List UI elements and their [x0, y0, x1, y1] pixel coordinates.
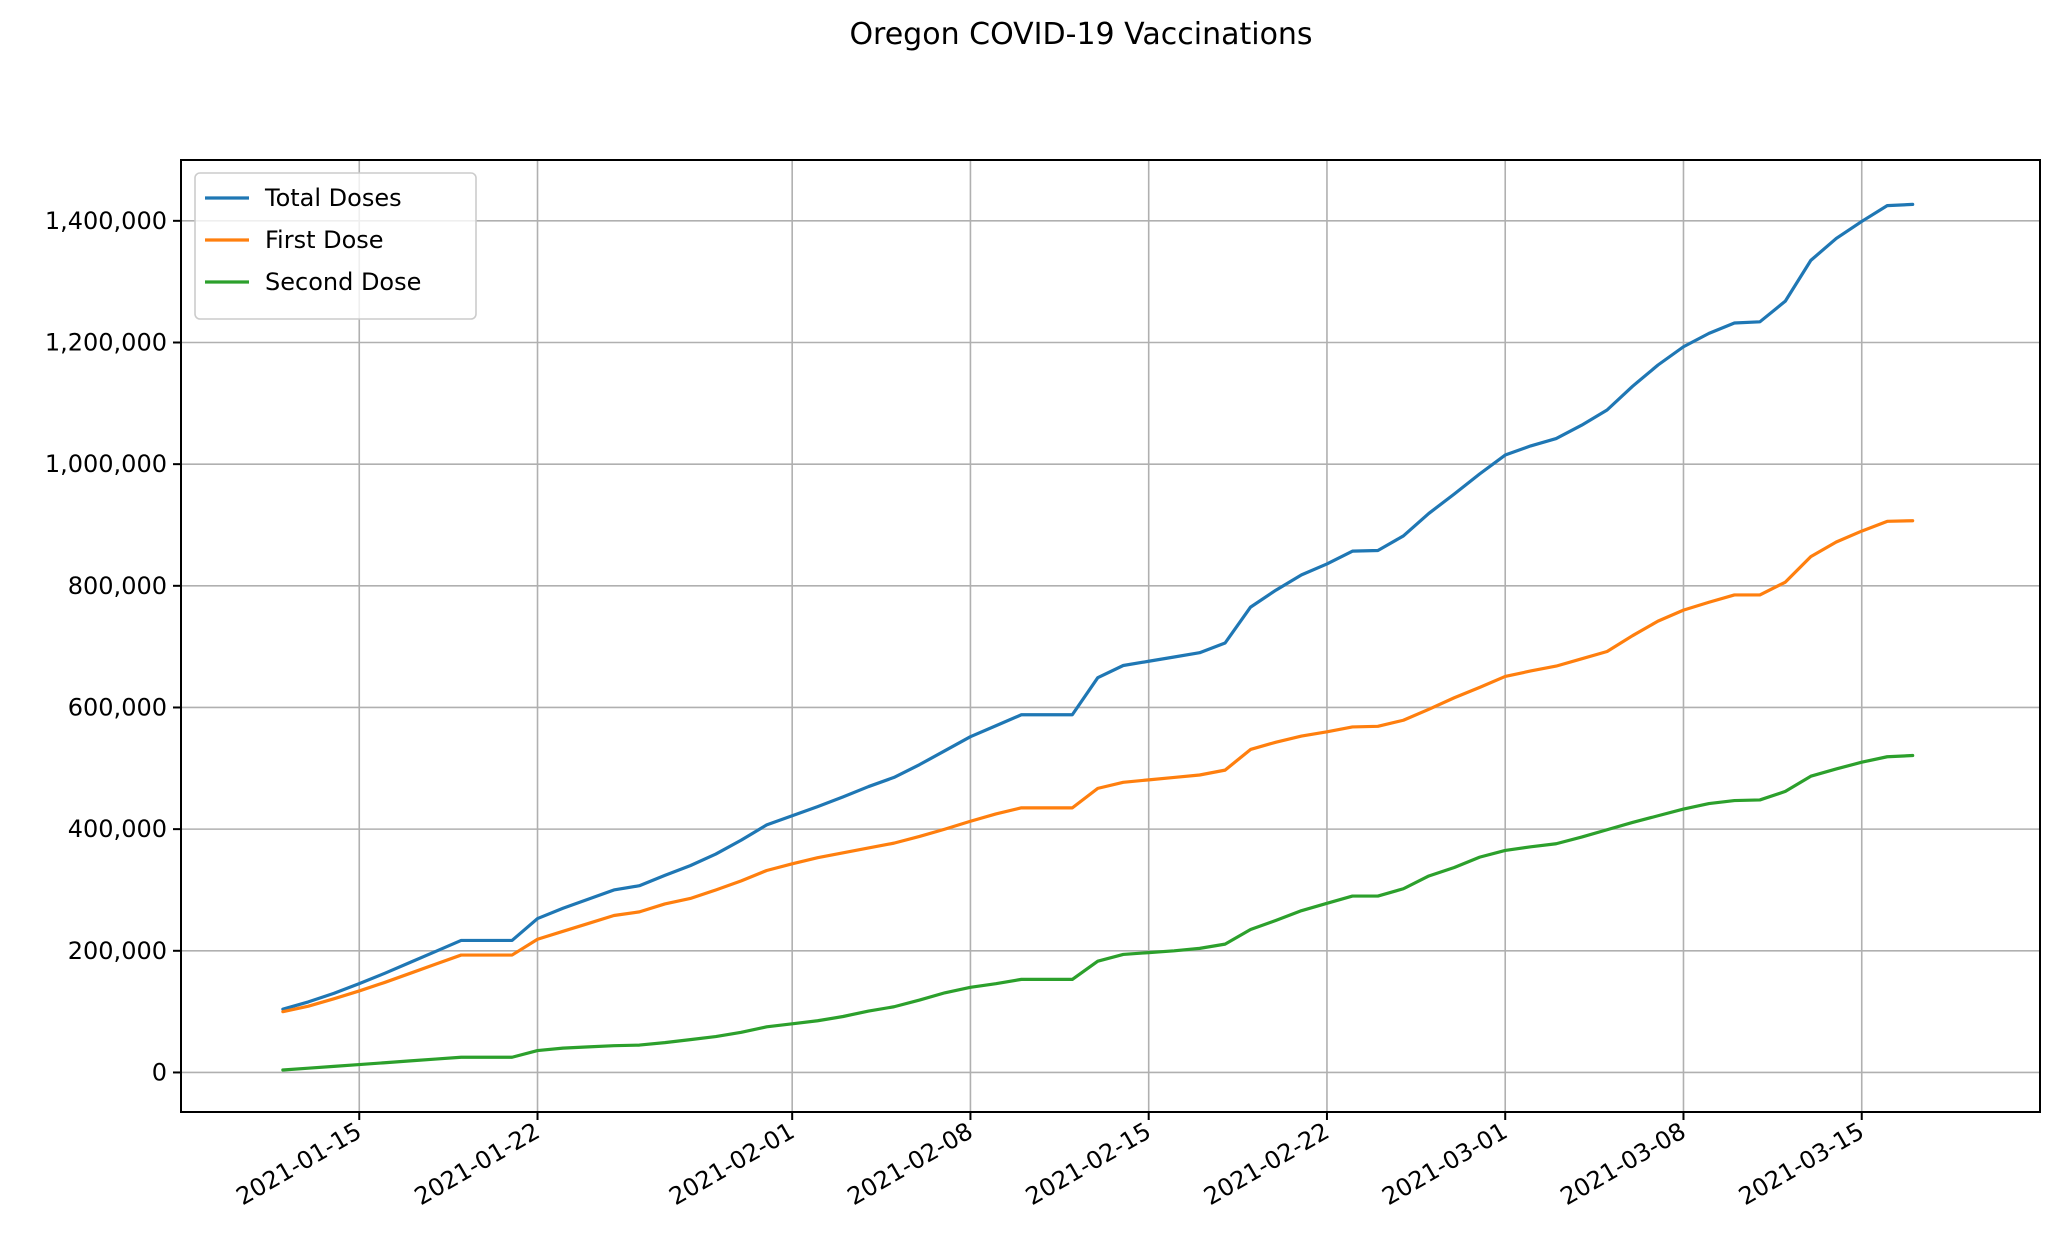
y-tick-label: 1,200,000 [45, 328, 167, 356]
legend-label: First Dose [265, 226, 384, 254]
x-tick-label: 2021-02-01 [664, 1117, 799, 1211]
y-tick-label: 400,000 [68, 815, 167, 843]
plot-frame [180, 159, 2041, 1113]
x-tick-label: 2021-02-08 [843, 1117, 978, 1211]
x-tick-label: 2021-02-15 [1021, 1117, 1156, 1211]
y-tick-label: 800,000 [68, 572, 167, 600]
y-tick-label: 1,400,000 [45, 207, 167, 235]
x-tick-label: 2021-01-15 [231, 1117, 366, 1211]
tick-layer: 2021-01-15 2021-01-22 2021-02-01 2021-02-08… [45, 207, 1869, 1211]
x-tick-label: 2021-03-15 [1734, 1117, 1869, 1211]
series-line-first-dose [281, 519, 1915, 1014]
y-tick-label: 200,000 [68, 937, 167, 965]
y-tick-label: 1,000,000 [45, 450, 167, 478]
x-tick-label: 2021-03-08 [1556, 1117, 1691, 1211]
legend: Total Doses First Dose Second Dose [194, 172, 477, 320]
legend-box [194, 172, 477, 320]
y-tick-label: 0 [152, 1058, 167, 1086]
legend-label: Second Dose [265, 268, 421, 296]
series-line-total-doses [281, 202, 1915, 1011]
legend-label: Total Doses [264, 184, 402, 212]
y-tick-label: 600,000 [68, 693, 167, 721]
x-tick-label: 2021-01-22 [410, 1117, 545, 1211]
x-tick-label: 2021-03-01 [1377, 1117, 1512, 1211]
chart-title: Oregon COVID-19 Vaccinations [849, 17, 1312, 52]
x-tick-label: 2021-02-22 [1199, 1117, 1334, 1211]
grid-layer [181, 160, 2040, 1112]
series-line-second-dose [281, 753, 1915, 1072]
series-layer [281, 202, 1915, 1072]
